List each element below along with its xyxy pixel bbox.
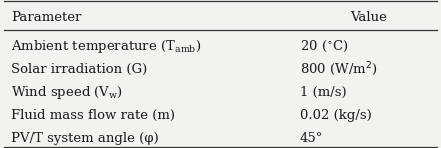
Text: Value: Value [350, 11, 387, 24]
Text: Wind speed (V$_{\mathregular{w}}$): Wind speed (V$_{\mathregular{w}}$) [11, 84, 123, 101]
Text: PV/T system angle (φ): PV/T system angle (φ) [11, 132, 159, 145]
Text: 20 ($^{\circ}$C): 20 ($^{\circ}$C) [300, 39, 349, 54]
Text: 1 (m/s): 1 (m/s) [300, 86, 347, 99]
Text: 800 (W/m$^{2}$): 800 (W/m$^{2}$) [300, 61, 377, 78]
Text: Solar irradiation (G): Solar irradiation (G) [11, 63, 147, 76]
Text: 45°: 45° [300, 132, 323, 145]
Text: Ambient temperature (T$_{\mathregular{amb}}$): Ambient temperature (T$_{\mathregular{am… [11, 38, 201, 55]
Text: Fluid mass flow rate (m): Fluid mass flow rate (m) [11, 109, 175, 122]
Text: 0.02 (kg/s): 0.02 (kg/s) [300, 109, 372, 122]
Text: Parameter: Parameter [11, 11, 82, 24]
